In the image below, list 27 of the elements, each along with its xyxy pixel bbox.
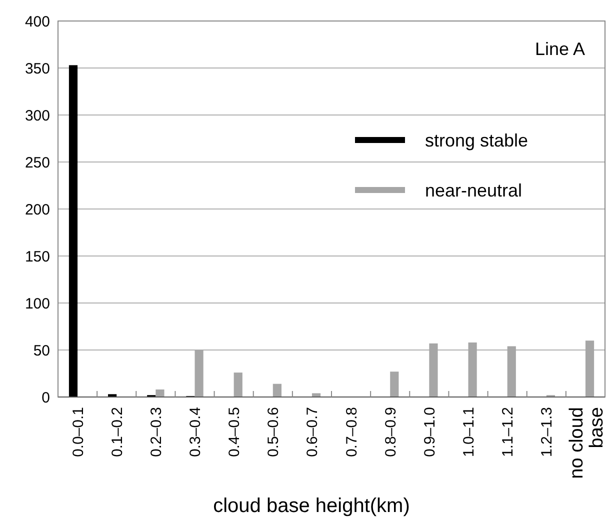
- x-tick-label: 0.9–1.0: [421, 407, 438, 458]
- y-tick-label: 0: [42, 389, 50, 406]
- x-tick-label: 0.4–0.5: [226, 407, 244, 458]
- x-tick-label: 1.0–1.1: [460, 407, 478, 458]
- y-tick-label: 150: [24, 248, 50, 266]
- x-tick-label: 0.1–0.2: [108, 407, 126, 458]
- y-tick-label: 350: [24, 60, 50, 78]
- legend-label: near-neutral: [425, 180, 522, 200]
- x-tick-label: no cloud base: [566, 407, 608, 479]
- x-tick-label: 0.2–0.3: [148, 407, 165, 458]
- y-tick-label: 400: [24, 13, 50, 30]
- x-tick-label: 0.8–0.9: [382, 407, 400, 458]
- y-tick-label: 100: [24, 295, 50, 312]
- x-tick-label: 0.0–0.1: [70, 407, 87, 458]
- y-tick-label: 250: [24, 154, 50, 172]
- x-tick-label: 0.3–0.4: [187, 407, 204, 458]
- x-tick-label: 1.2–1.3: [538, 407, 556, 458]
- legend-label: strong stable: [425, 130, 528, 150]
- y-tick-label: 200: [24, 201, 50, 218]
- x-tick-label: 0.6–0.7: [304, 407, 322, 458]
- y-tick-label: 300: [24, 107, 50, 124]
- x-axis-title: cloud base height(km): [213, 495, 410, 517]
- x-tick-label: 1.1–1.2: [500, 407, 517, 458]
- annotation: Line A: [534, 39, 585, 59]
- x-tick-label: 0.5–0.6: [265, 407, 282, 458]
- y-tick-label: 50: [33, 342, 50, 360]
- x-tick-label: 0.7–0.8: [343, 407, 360, 458]
